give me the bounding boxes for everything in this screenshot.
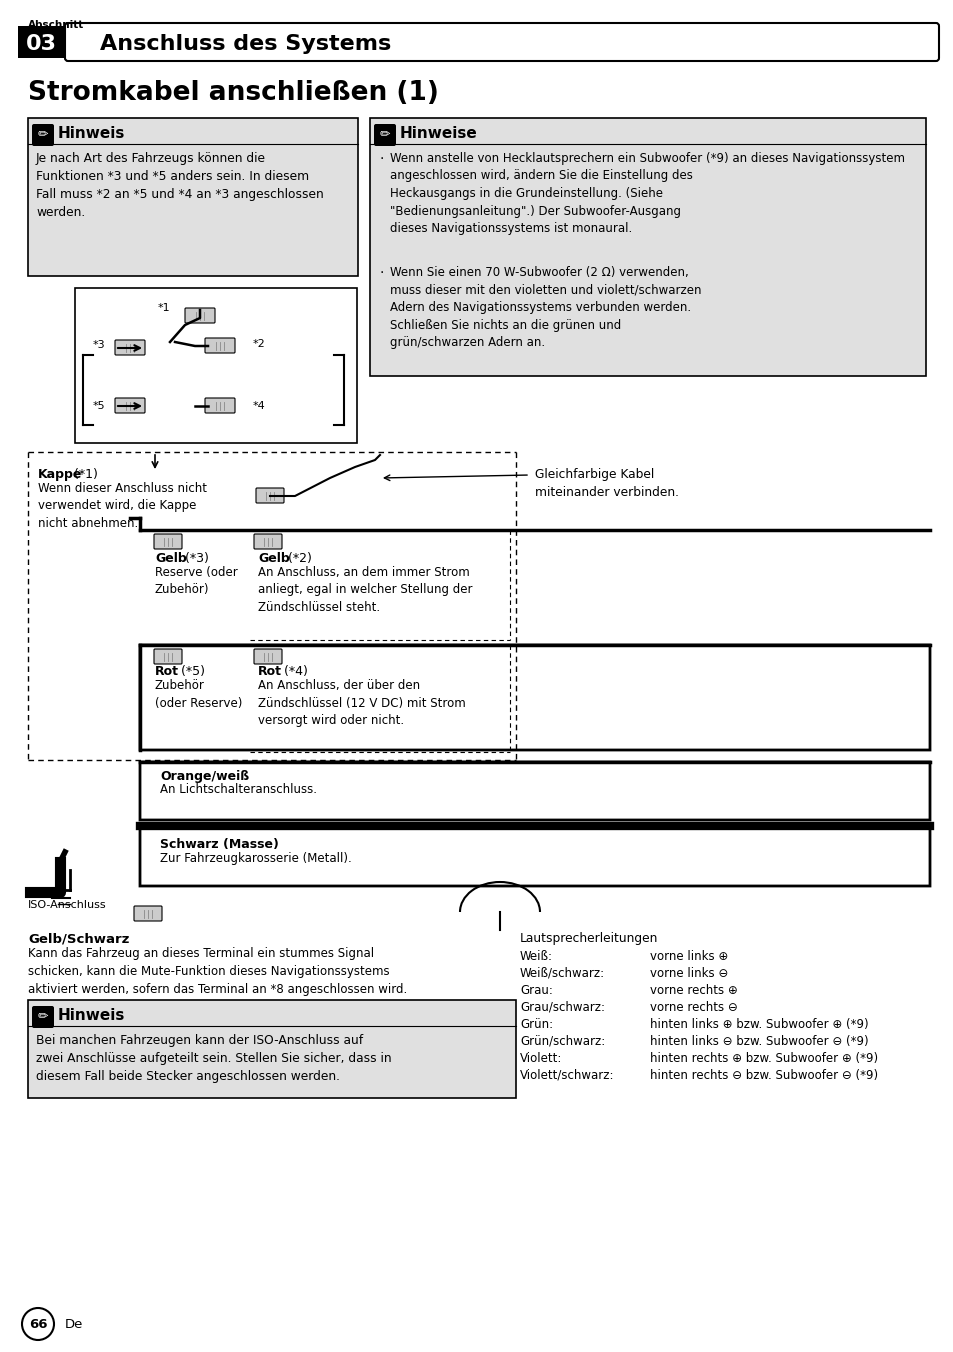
Text: (*3): (*3) <box>181 552 209 565</box>
Text: Zur Fahrzeugkarosserie (Metall).: Zur Fahrzeugkarosserie (Metall). <box>160 852 352 865</box>
Text: *4: *4 <box>253 402 266 411</box>
FancyBboxPatch shape <box>65 23 938 61</box>
Text: vorne links ⊕: vorne links ⊕ <box>649 950 727 963</box>
FancyBboxPatch shape <box>185 308 214 323</box>
Text: Weiß:: Weiß: <box>519 950 553 963</box>
Text: Orange/weiß: Orange/weiß <box>160 771 249 783</box>
FancyBboxPatch shape <box>205 397 234 412</box>
Text: vorne rechts ⊖: vorne rechts ⊖ <box>649 1000 737 1014</box>
Text: Hinweis: Hinweis <box>58 127 125 142</box>
Text: Gelb: Gelb <box>154 552 187 565</box>
Text: ✏: ✏ <box>379 128 390 142</box>
Text: (*1): (*1) <box>70 468 98 481</box>
Text: Schwarz (Masse): Schwarz (Masse) <box>160 838 278 850</box>
FancyBboxPatch shape <box>253 534 282 549</box>
Text: Zubehör
(oder Reserve): Zubehör (oder Reserve) <box>154 679 242 710</box>
Text: An Lichtschalteranschluss.: An Lichtschalteranschluss. <box>160 783 316 796</box>
FancyBboxPatch shape <box>253 649 282 664</box>
Bar <box>75 288 356 443</box>
Text: Abschnitt: Abschnitt <box>28 20 84 30</box>
Text: Wenn Sie einen 70 W-Subwoofer (2 Ω) verwenden,
muss dieser mit den violetten und: Wenn Sie einen 70 W-Subwoofer (2 Ω) verw… <box>390 266 700 349</box>
FancyBboxPatch shape <box>255 488 284 503</box>
Text: ✏: ✏ <box>38 1010 49 1023</box>
FancyBboxPatch shape <box>115 397 145 412</box>
Text: vorne rechts ⊕: vorne rechts ⊕ <box>649 984 737 996</box>
FancyBboxPatch shape <box>133 906 162 921</box>
FancyBboxPatch shape <box>374 124 395 146</box>
Text: vorne links ⊖: vorne links ⊖ <box>649 967 727 980</box>
FancyBboxPatch shape <box>205 338 234 353</box>
Text: Weiß/schwarz:: Weiß/schwarz: <box>519 967 604 980</box>
Bar <box>28 118 357 276</box>
Text: Grau/schwarz:: Grau/schwarz: <box>519 1000 604 1014</box>
Text: Kappe: Kappe <box>38 468 82 481</box>
Text: Lautsprecherleitungen: Lautsprecherleitungen <box>519 932 658 945</box>
Text: Gelb: Gelb <box>257 552 290 565</box>
Text: (*2): (*2) <box>284 552 312 565</box>
Text: Wenn dieser Anschluss nicht
verwendet wird, die Kappe
nicht abnehmen.: Wenn dieser Anschluss nicht verwendet wi… <box>38 483 207 530</box>
Text: (*4): (*4) <box>280 665 308 677</box>
Text: An Anschluss, an dem immer Strom
anliegt, egal in welcher Stellung der
Zündschlü: An Anschluss, an dem immer Strom anliegt… <box>257 566 472 614</box>
Text: Rot: Rot <box>154 665 179 677</box>
Text: *2: *2 <box>253 339 266 349</box>
Text: (*5): (*5) <box>177 665 205 677</box>
Text: ·: · <box>379 151 384 166</box>
Bar <box>370 118 925 376</box>
Bar <box>28 1000 516 1098</box>
Text: hinten links ⊖ bzw. Subwoofer ⊖ (*9): hinten links ⊖ bzw. Subwoofer ⊖ (*9) <box>649 1036 868 1048</box>
Text: ISO-Anschluss: ISO-Anschluss <box>28 900 107 910</box>
Text: An Anschluss, der über den
Zündschlüssel (12 V DC) mit Strom
versorgt wird oder : An Anschluss, der über den Zündschlüssel… <box>257 679 465 727</box>
Text: Grün/schwarz:: Grün/schwarz: <box>519 1036 604 1048</box>
Text: ✏: ✏ <box>38 128 49 142</box>
Text: hinten rechts ⊕ bzw. Subwoofer ⊕ (*9): hinten rechts ⊕ bzw. Subwoofer ⊕ (*9) <box>649 1052 877 1065</box>
Text: ·: · <box>379 266 384 280</box>
Text: Gelb/Schwarz: Gelb/Schwarz <box>28 932 130 945</box>
Text: Anschluss des Systems: Anschluss des Systems <box>100 34 391 54</box>
Text: 03: 03 <box>26 34 56 54</box>
FancyBboxPatch shape <box>32 124 54 146</box>
FancyBboxPatch shape <box>115 339 145 356</box>
Text: hinten links ⊕ bzw. Subwoofer ⊕ (*9): hinten links ⊕ bzw. Subwoofer ⊕ (*9) <box>649 1018 868 1032</box>
Text: Hinweis: Hinweis <box>58 1009 125 1023</box>
Text: Kann das Fahrzeug an dieses Terminal ein stummes Signal
schicken, kann die Mute-: Kann das Fahrzeug an dieses Terminal ein… <box>28 946 407 996</box>
Text: Gleichfarbige Kabel
miteinander verbinden.: Gleichfarbige Kabel miteinander verbinde… <box>535 468 679 499</box>
FancyBboxPatch shape <box>32 1006 54 1028</box>
Text: hinten rechts ⊖ bzw. Subwoofer ⊖ (*9): hinten rechts ⊖ bzw. Subwoofer ⊖ (*9) <box>649 1069 877 1082</box>
Text: Hinweise: Hinweise <box>399 127 477 142</box>
Text: De: De <box>65 1317 83 1330</box>
FancyBboxPatch shape <box>153 534 182 549</box>
Text: *5: *5 <box>92 402 105 411</box>
Text: Violett:: Violett: <box>519 1052 561 1065</box>
Text: *1: *1 <box>157 303 170 314</box>
Text: Rot: Rot <box>257 665 282 677</box>
Text: Grün:: Grün: <box>519 1018 553 1032</box>
Text: *3: *3 <box>92 339 105 350</box>
Text: Bei manchen Fahrzeugen kann der ISO-Anschluss auf
zwei Anschlüsse aufgeteilt sei: Bei manchen Fahrzeugen kann der ISO-Ansc… <box>36 1034 392 1083</box>
Text: Je nach Art des Fahrzeugs können die
Funktionen *3 und *5 anders sein. In diesem: Je nach Art des Fahrzeugs können die Fun… <box>36 151 323 219</box>
Text: Reserve (oder
Zubehör): Reserve (oder Zubehör) <box>154 566 237 596</box>
Text: Wenn anstelle von Hecklautsprechern ein Subwoofer (*9) an dieses Navigationssyst: Wenn anstelle von Hecklautsprechern ein … <box>390 151 904 235</box>
Text: Violett/schwarz:: Violett/schwarz: <box>519 1069 614 1082</box>
FancyBboxPatch shape <box>153 649 182 664</box>
Text: 66: 66 <box>29 1317 48 1330</box>
Text: Grau:: Grau: <box>519 984 553 996</box>
FancyBboxPatch shape <box>18 26 64 58</box>
Text: Stromkabel anschließen (1): Stromkabel anschließen (1) <box>28 80 438 105</box>
